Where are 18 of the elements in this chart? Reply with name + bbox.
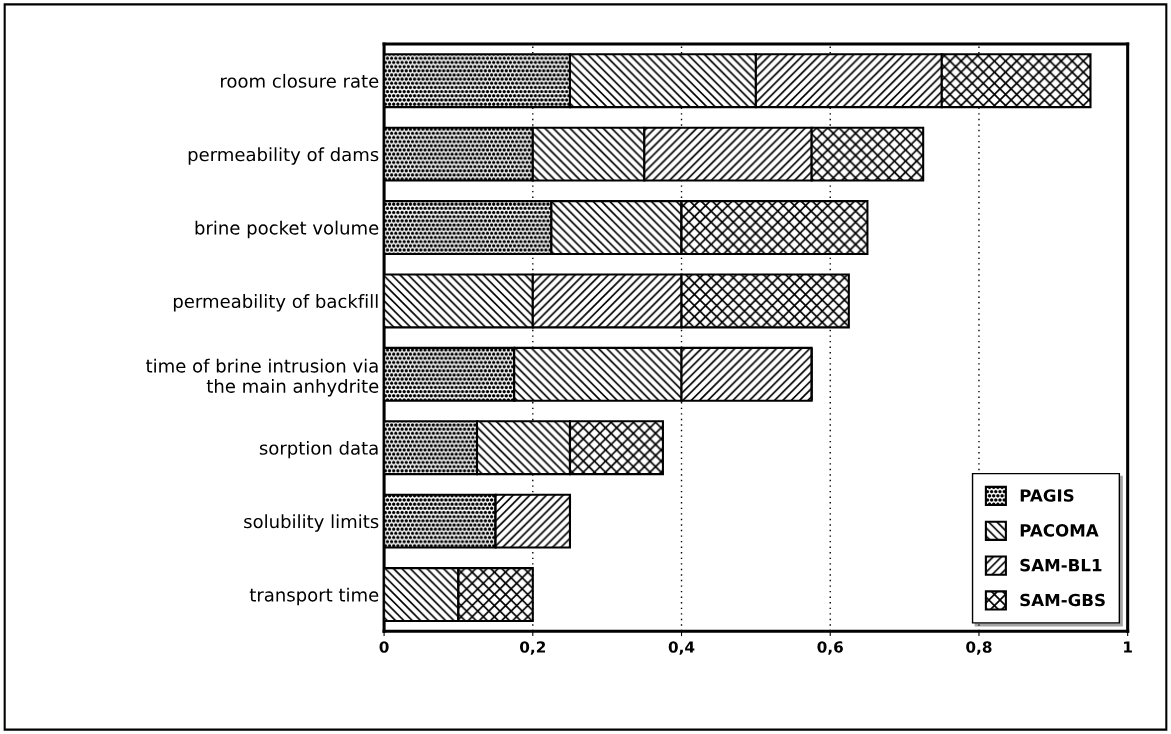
y-tick-label: permeability of backfill xyxy=(173,294,378,312)
x-tick-label: 0,4 xyxy=(668,641,695,655)
x-tick-label: 0,6 xyxy=(817,641,843,655)
y-tick-label: solubility limits xyxy=(244,514,379,532)
x-tick-label: 1 xyxy=(1124,641,1132,653)
y-tick-label: permeability of dams xyxy=(188,147,379,165)
y-tick-label: brine pocket volume xyxy=(195,220,379,239)
y-tick-label: transport time xyxy=(249,587,379,606)
x-tick-label: 0,2 xyxy=(520,641,546,655)
x-tick-label: 0 xyxy=(379,641,389,653)
legend-label: SAM-GBS xyxy=(1020,593,1105,607)
y-tick-label: sorption data xyxy=(259,440,378,459)
y-tick-label: time of brine intrusion via the main anhydrite xyxy=(146,358,379,397)
legend-label: PAGIS xyxy=(1020,489,1074,502)
y-tick-label: room closure rate xyxy=(221,73,379,88)
legend-label: PACOMA xyxy=(1020,524,1099,537)
x-tick-label: 0,8 xyxy=(966,641,992,655)
legend-label: SAM-BL1 xyxy=(1020,558,1102,572)
